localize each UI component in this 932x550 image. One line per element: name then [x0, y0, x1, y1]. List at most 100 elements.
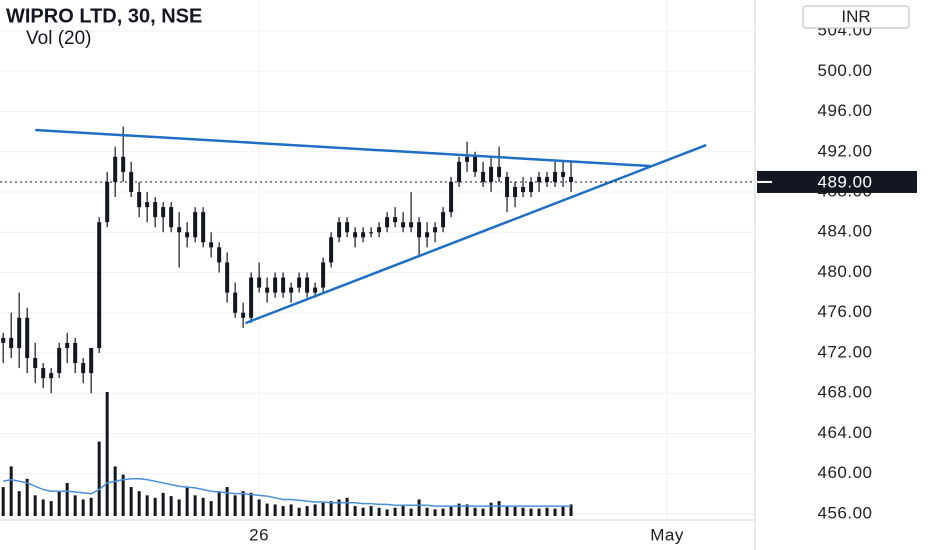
volume-bar	[497, 501, 501, 516]
candle-body	[233, 292, 238, 313]
volume-bar	[401, 506, 405, 516]
volume-bar	[417, 499, 421, 516]
volume-bar	[433, 509, 437, 516]
volume-bar	[313, 504, 317, 516]
candle-body	[137, 192, 142, 208]
y-tick-label: 496.00	[818, 101, 873, 120]
volume-bar	[489, 502, 493, 516]
candle-body	[105, 181, 110, 223]
volume-bar	[233, 495, 237, 516]
candle-body	[225, 262, 230, 293]
candle-body	[553, 171, 558, 182]
candle-body	[281, 277, 286, 293]
candle-body	[497, 166, 502, 177]
volume-bar	[57, 491, 61, 516]
candle-body	[9, 337, 14, 348]
volume-bar	[409, 508, 413, 516]
candle-body	[329, 237, 334, 263]
volume-bar	[505, 506, 509, 516]
candle-body	[49, 373, 54, 379]
candle-body	[401, 222, 406, 228]
volume-bar	[265, 503, 269, 516]
volume-bar	[33, 495, 37, 516]
currency-box[interactable]	[802, 5, 910, 29]
candle-body	[217, 247, 222, 263]
currency: INR	[841, 7, 870, 26]
candle-body	[289, 287, 294, 293]
candle-body	[153, 202, 158, 218]
candle-body	[385, 217, 390, 228]
volume-bar	[561, 506, 565, 516]
candle-body	[433, 227, 438, 233]
volume-bar	[153, 497, 157, 516]
candle-body	[89, 347, 94, 374]
candle-body	[409, 222, 414, 228]
candle-body	[481, 171, 486, 182]
candle-body	[193, 212, 198, 238]
candle-body	[377, 227, 382, 233]
candle-body	[297, 277, 302, 288]
volume-bar	[377, 507, 381, 516]
volume-bar	[17, 491, 21, 516]
volume-bar	[81, 499, 85, 516]
candle-body	[425, 232, 430, 238]
volume-bar	[201, 497, 205, 516]
volume-bar	[513, 506, 517, 516]
y-tick-label: 456.00	[818, 503, 873, 522]
volume-bar	[569, 504, 573, 516]
volume-bar	[529, 508, 533, 516]
candle-body	[417, 222, 422, 238]
y-tick-label: 468.00	[818, 383, 873, 402]
candle-body	[521, 186, 526, 193]
volume-bar	[337, 499, 341, 516]
candle-body	[65, 342, 70, 348]
candle-body	[313, 287, 318, 293]
candle-body	[513, 186, 518, 198]
volume-bar	[97, 441, 101, 516]
y-tick-label: 476.00	[818, 302, 873, 321]
volume-bar	[449, 506, 453, 516]
candle-body	[57, 347, 62, 374]
volume-bar	[329, 501, 333, 516]
volume-bar	[249, 492, 253, 516]
candle-body	[161, 207, 166, 218]
volume-bar	[129, 487, 133, 516]
y-tick-label: 492.00	[818, 141, 873, 160]
candle-body	[121, 156, 126, 172]
candle-body	[1, 337, 6, 343]
candle-body	[177, 227, 182, 233]
y-tick-label: 480.00	[818, 262, 873, 281]
candle-body	[145, 202, 150, 208]
candle-body	[257, 277, 262, 288]
candle-body	[249, 277, 254, 318]
volume-bar	[273, 504, 277, 516]
last-price-label: 489.00	[818, 172, 873, 191]
volume-bar	[545, 507, 549, 516]
volume-bar	[217, 491, 221, 516]
candle-body	[473, 156, 478, 172]
candle-body	[185, 232, 190, 238]
volume-bar	[393, 507, 397, 516]
volume-bar	[457, 503, 461, 516]
volume-bar	[321, 502, 325, 516]
volume-bar	[257, 499, 261, 516]
y-tick-label: 500.00	[818, 61, 873, 80]
candle-body	[33, 358, 38, 369]
candle-body	[81, 363, 86, 374]
candle-body	[505, 176, 510, 198]
trendline	[35, 128, 651, 168]
last-price-box	[757, 170, 917, 193]
volume-bar	[465, 504, 469, 516]
volume-bar	[521, 507, 525, 516]
candle-body	[489, 166, 494, 182]
candle-body	[113, 156, 118, 182]
volume-bar	[41, 499, 45, 516]
volume-bar	[121, 474, 125, 516]
volume-bar	[553, 508, 557, 516]
volume-bar	[385, 509, 389, 516]
candle-body	[465, 156, 470, 162]
candle-body	[537, 176, 542, 182]
y-tick-label: 484.00	[818, 222, 873, 241]
y-tick-label: 464.00	[818, 423, 873, 442]
volume-bar	[425, 507, 429, 516]
